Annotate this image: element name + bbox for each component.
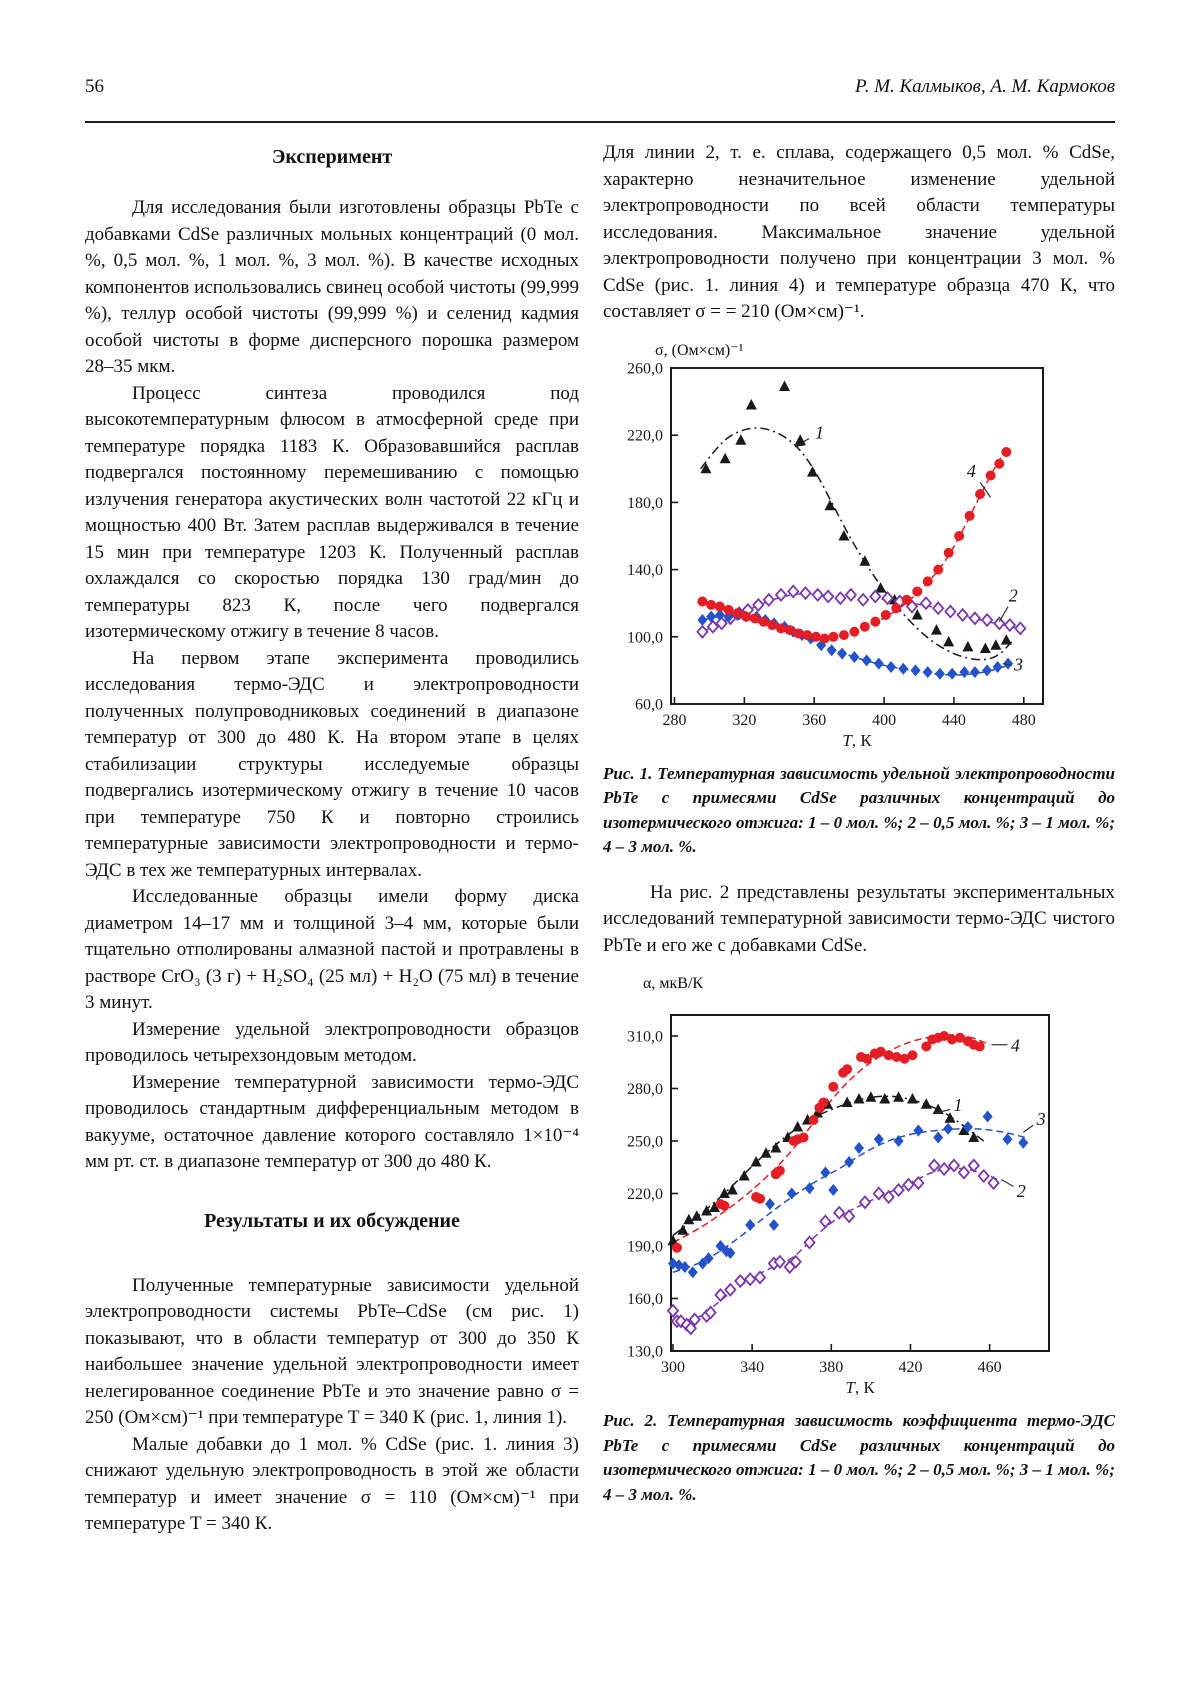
svg-text:400: 400 (872, 712, 896, 729)
svg-text:T, К: T, К (842, 731, 872, 750)
body-paragraph: Измерение температурной зависимости терм… (85, 1071, 579, 1173)
body-paragraph: Для исследования были изготовлены образц… (85, 197, 579, 377)
body-paragraph: Малые добавки до 1 мол. % CdSe (рис. 1. … (85, 1433, 579, 1535)
svg-text:360: 360 (802, 712, 826, 729)
svg-text:280: 280 (662, 712, 686, 729)
svg-text:1: 1 (815, 422, 824, 442)
svg-text:420: 420 (898, 1359, 922, 1376)
figure-2: α, мкВ/К 130,0 160,0 190,0 220,0 250,0 280,0 3… (603, 975, 1115, 1507)
svg-text:310,0: 310,0 (627, 1029, 663, 1046)
running-authors: Р. М. Калмыков, А. М. Кармоков (855, 76, 1115, 97)
svg-text:100,0: 100,0 (627, 629, 663, 646)
svg-text:3: 3 (1013, 654, 1023, 674)
svg-text:250,0: 250,0 (627, 1134, 663, 1151)
svg-text:280,0: 280,0 (627, 1081, 663, 1098)
svg-text:460: 460 (978, 1359, 1002, 1376)
svg-text:2: 2 (1017, 1181, 1026, 1201)
svg-text:60,0: 60,0 (635, 696, 663, 713)
svg-text:160,0: 160,0 (627, 1291, 663, 1308)
left-column: Эксперимент Для исследования были изгото… (85, 140, 579, 1538)
svg-text:260,0: 260,0 (627, 362, 663, 378)
section-heading-results: Результаты и их обсуждение (204, 1209, 460, 1232)
svg-text:130,0: 130,0 (627, 1344, 663, 1361)
body-paragraph: Процесс синтеза проводился под высокотем… (85, 382, 579, 643)
two-column-layout: Эксперимент Для исследования были изгото… (85, 140, 1115, 1538)
body-paragraph: Измерение удельной электропроводности об… (85, 1018, 579, 1067)
fig1-scatter-chart: 60,0 100,0 140,0 180,0 220,0 260,0 280 320 360 40… (627, 362, 1044, 750)
body-paragraph: Для линии 2, т. е. сплава, содержащего 0… (603, 142, 1115, 322)
svg-text:T, К: T, К (845, 1378, 875, 1397)
svg-text:180,0: 180,0 (627, 494, 663, 511)
svg-text:4: 4 (967, 461, 976, 481)
svg-text:300: 300 (661, 1359, 685, 1376)
svg-text:190,0: 190,0 (627, 1239, 663, 1256)
fig2-caption: Рис. 2. Температурная зависимость коэффи… (603, 1411, 1115, 1504)
svg-text:4: 4 (1011, 1036, 1020, 1056)
header-rule (85, 121, 1115, 123)
svg-text:320: 320 (732, 712, 756, 729)
svg-text:220,0: 220,0 (627, 1186, 663, 1203)
fig2-y-axis-title: α, мкВ/К (643, 975, 704, 992)
page-header: 56 Р. М. Калмыков, А. М. Кармоков (85, 76, 1115, 98)
svg-text:440: 440 (942, 712, 966, 729)
fig1-caption: Рис. 1. Температурная зависимость удельн… (603, 763, 1115, 857)
body-paragraph: Исследованные образцы имели форму диска … (85, 886, 579, 1013)
body-paragraph: На первом этапе эксперимента проводились… (85, 647, 579, 881)
svg-text:140,0: 140,0 (627, 562, 663, 579)
right-column: Для линии 2, т. е. сплава, содержащего 0… (603, 140, 1115, 1538)
svg-text:340: 340 (740, 1359, 764, 1376)
section-heading-experiment: Эксперимент (271, 146, 393, 168)
svg-text:220,0: 220,0 (627, 427, 663, 444)
fig1-y-axis-title: σ, (Ом×см)⁻¹ (655, 341, 744, 359)
svg-text:2: 2 (1009, 585, 1018, 605)
body-paragraph: На рис. 2 представлены результаты экспер… (603, 881, 1115, 956)
figure-1: σ, (Ом×см)⁻¹ 60,0 100,0 140,0 180,0 220,0 260… (603, 340, 1115, 860)
svg-text:380: 380 (819, 1359, 843, 1376)
page-number: 56 (85, 76, 104, 97)
svg-text:1: 1 (953, 1095, 962, 1115)
svg-text:480: 480 (1012, 712, 1036, 729)
body-paragraph: Полученные температурные зависимости уде… (85, 1274, 579, 1429)
svg-text:3: 3 (1036, 1109, 1046, 1129)
